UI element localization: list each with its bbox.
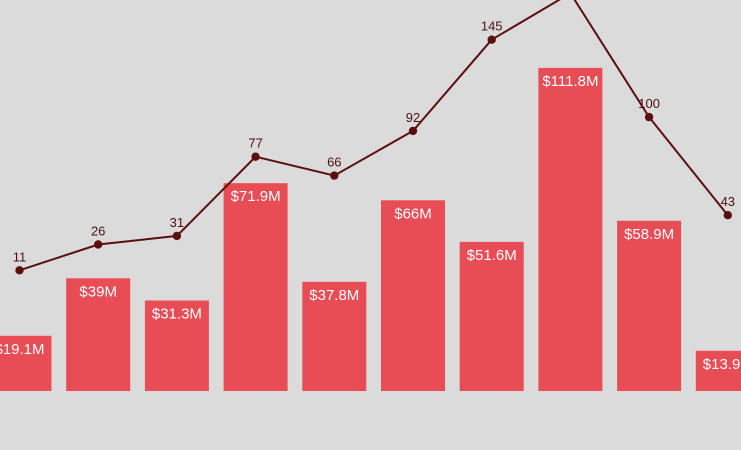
- bar-value-label: $19.1M: [0, 341, 45, 358]
- point-labels-layer: 11263177669214517210043: [13, 19, 735, 265]
- bar-value-label: $66M: [394, 205, 432, 222]
- line-point: [487, 35, 496, 44]
- line-point: [330, 171, 339, 180]
- line-value-label: 66: [327, 155, 341, 170]
- line-value-label: 100: [638, 96, 660, 111]
- bar: [695, 350, 741, 391]
- bar: [381, 200, 445, 391]
- bar-value-label: $37.8M: [309, 287, 359, 304]
- line-point: [644, 112, 654, 122]
- bar: [0, 335, 52, 391]
- line-layer: [19, 0, 729, 272]
- bar: [538, 67, 603, 392]
- line-value-label: 77: [248, 136, 262, 151]
- line-value-label: 11: [13, 249, 27, 264]
- line-value-label: 43: [721, 194, 735, 209]
- line-point: [408, 126, 418, 136]
- bar-value-label: $111.8M: [542, 73, 598, 90]
- bar-value-label: $39M: [79, 283, 117, 300]
- line-point: [723, 211, 732, 220]
- bar-labels-layer: $19.1M $39M $31.3M $71.9M $37.8M $66M $51.6M $1…: [0, 73, 741, 373]
- line-point: [172, 231, 182, 241]
- points-layer: [15, 35, 732, 275]
- line-value-label: 31: [170, 215, 184, 230]
- bar-value-label: $31.3M: [152, 306, 202, 323]
- line-point: [251, 152, 260, 161]
- line-value-label: 92: [406, 110, 420, 125]
- bar-value-label: $71.9M: [231, 188, 281, 205]
- bar: [459, 241, 524, 391]
- line-value-label: 145: [481, 19, 503, 34]
- bar: [302, 281, 367, 391]
- bar: [66, 278, 131, 391]
- bars-layer: [0, 67, 741, 392]
- line-point: [15, 266, 24, 275]
- bar-value-label: $13.9M: [703, 356, 741, 373]
- bar: [144, 300, 209, 391]
- bar: [223, 183, 288, 391]
- bar-value-label: $51.6M: [467, 247, 517, 264]
- bar-value-label: $58.9M: [624, 226, 674, 243]
- line-series: [19, 0, 729, 272]
- bar: [617, 220, 682, 391]
- line-value-label: 26: [91, 224, 105, 239]
- line-point: [94, 240, 103, 249]
